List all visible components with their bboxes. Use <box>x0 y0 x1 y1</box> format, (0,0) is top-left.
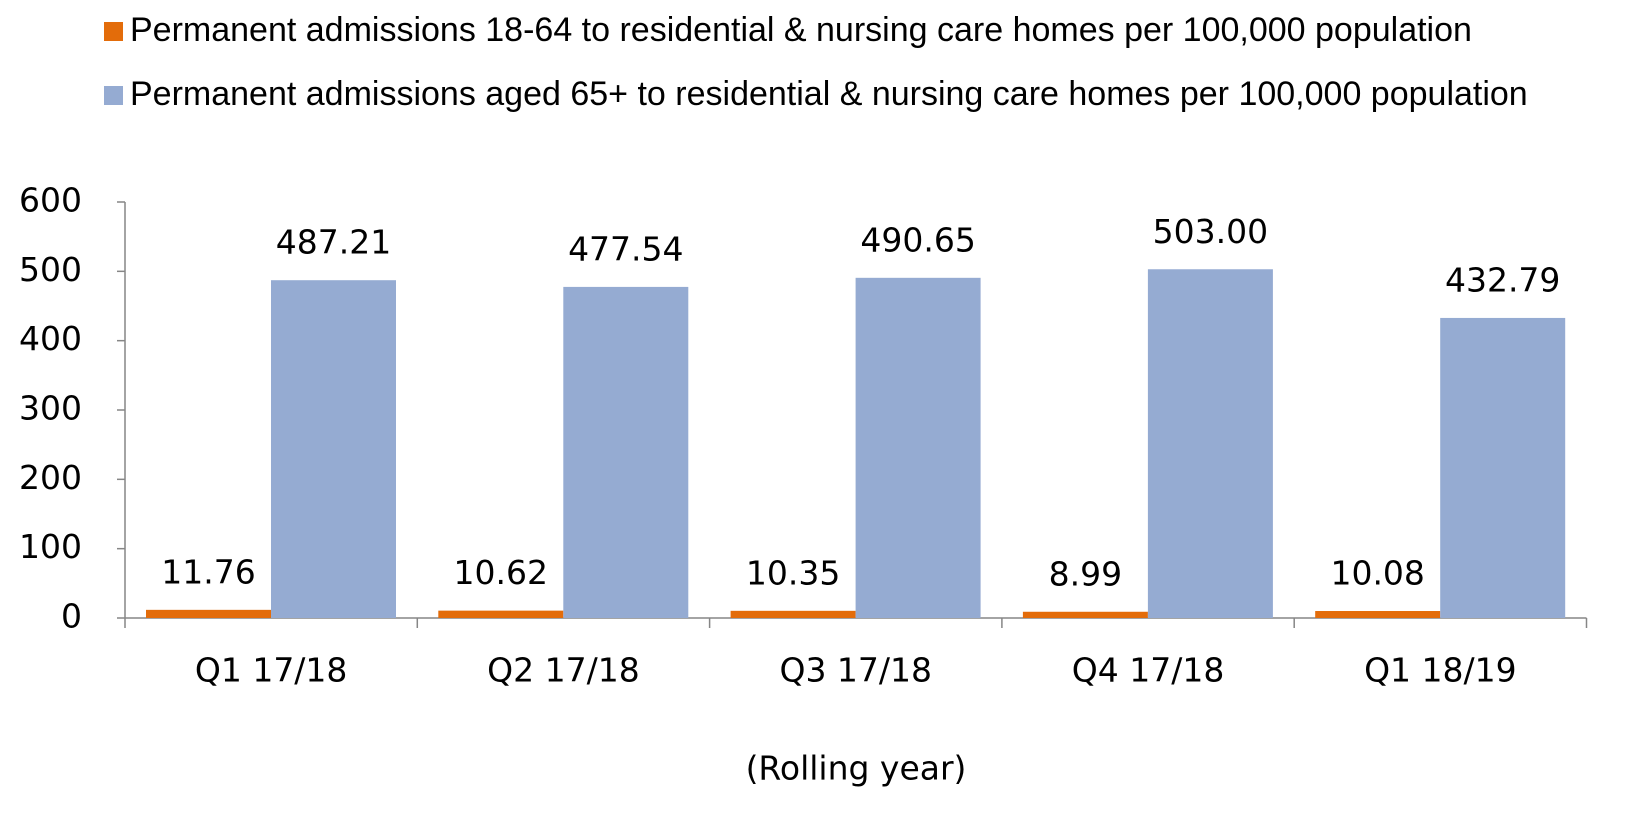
y-tick-label: 100 <box>19 527 82 566</box>
legend-label: Permanent admissions aged 65+ to residen… <box>130 75 1528 113</box>
y-tick-label: 600 <box>19 181 82 220</box>
legend: Permanent admissions 18-64 to residentia… <box>104 10 1544 138</box>
data-label: 487.21 <box>276 223 391 262</box>
bar <box>1022 611 1148 618</box>
data-label: 8.99 <box>1049 554 1122 593</box>
legend-swatch <box>104 86 123 105</box>
x-tick-label: Q1 18/19 <box>1364 651 1517 690</box>
bar <box>1147 269 1273 618</box>
x-tick-label: Q2 17/18 <box>487 651 640 690</box>
y-tick-label: 300 <box>19 389 82 428</box>
y-tick-label: 400 <box>19 319 82 358</box>
data-label: 503.00 <box>1153 212 1268 251</box>
data-label: 11.76 <box>161 552 255 591</box>
data-label: 10.08 <box>1330 554 1424 593</box>
bar <box>271 280 396 618</box>
bar <box>146 609 271 618</box>
bar <box>1315 611 1441 618</box>
y-tick-label: 200 <box>19 458 82 497</box>
data-label: 490.65 <box>860 220 975 259</box>
legend-swatch <box>104 22 123 41</box>
legend-label: Permanent admissions 18-64 to residentia… <box>130 11 1472 49</box>
legend-entry: Permanent admissions aged 65+ to residen… <box>104 74 1544 114</box>
data-label: 432.79 <box>1445 260 1560 299</box>
x-axis-title: (Rolling year) <box>746 749 967 788</box>
bar <box>730 610 856 618</box>
data-label: 477.54 <box>568 229 683 268</box>
x-tick-label: Q3 17/18 <box>779 651 932 690</box>
y-tick-label: 0 <box>61 597 82 636</box>
x-tick-label: Q4 17/18 <box>1072 651 1225 690</box>
y-tick-label: 500 <box>19 250 82 289</box>
bar <box>1440 317 1566 618</box>
data-label: 10.62 <box>454 553 548 592</box>
bar <box>563 286 689 618</box>
legend-entry: Permanent admissions 18-64 to residentia… <box>104 10 1544 50</box>
data-label: 10.35 <box>746 553 840 592</box>
bar <box>855 277 981 618</box>
x-tick-label: Q1 17/18 <box>195 651 348 690</box>
bar <box>438 610 564 618</box>
